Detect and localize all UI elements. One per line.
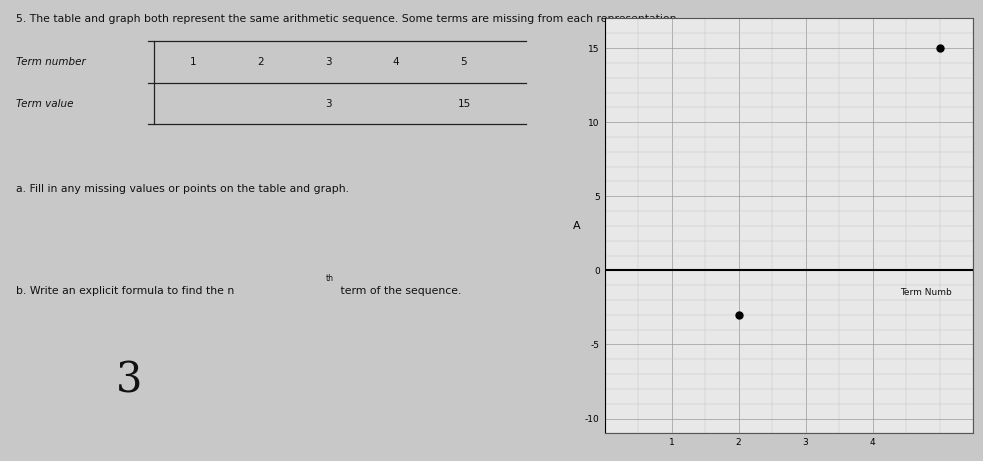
- Text: 5. The table and graph both represent the same arithmetic sequence. Some terms a: 5. The table and graph both represent th…: [16, 14, 679, 24]
- Text: 2: 2: [258, 57, 263, 67]
- Text: 4: 4: [393, 57, 399, 67]
- Text: th: th: [325, 274, 333, 284]
- Text: 3: 3: [325, 57, 331, 67]
- Text: 3: 3: [325, 99, 331, 109]
- Text: Term Numb: Term Numb: [900, 288, 953, 297]
- Text: Term value: Term value: [16, 99, 73, 109]
- Y-axis label: A: A: [573, 221, 580, 231]
- Text: a. Fill in any missing values or points on the table and graph.: a. Fill in any missing values or points …: [16, 184, 349, 195]
- Text: b. Write an explicit formula to find the n: b. Write an explicit formula to find the…: [16, 286, 234, 296]
- Text: 5: 5: [461, 57, 467, 67]
- Text: 1: 1: [190, 57, 196, 67]
- Text: term of the sequence.: term of the sequence.: [337, 286, 462, 296]
- Text: Term number: Term number: [16, 57, 86, 67]
- Text: 3: 3: [116, 360, 143, 402]
- Text: 15: 15: [457, 99, 471, 109]
